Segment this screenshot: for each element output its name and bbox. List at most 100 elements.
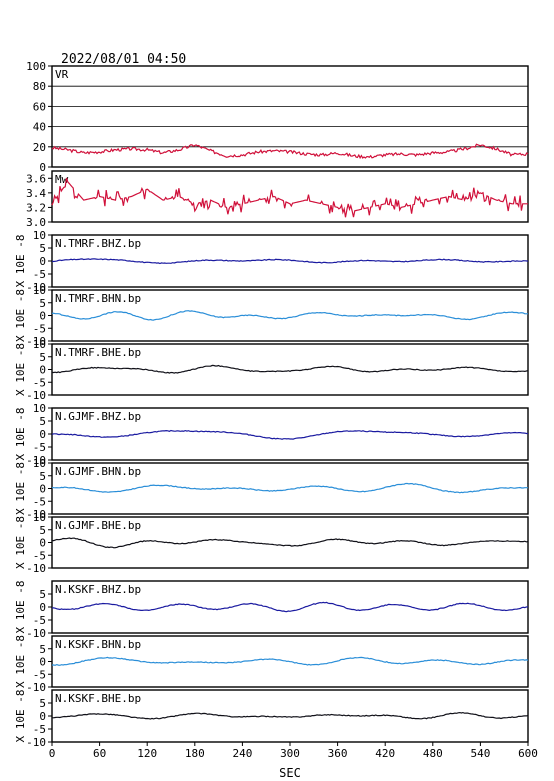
series-line [51,310,528,321]
panel-label: N.GJMF.BHE.bp [55,519,141,532]
y-tick-label: 0 [39,601,46,614]
x-tick-label: 600 [518,747,538,760]
y-tick-label: 10 [33,284,46,297]
y-tick-label: -10 [26,508,46,521]
y-tick-label: 0 [39,310,46,323]
series-line [51,177,528,218]
panel-1: 100 80 60 40 20 0 VR [26,60,529,174]
series-line [51,711,529,720]
x-tick-label: 120 [137,747,157,760]
y-tick-label: -5 [33,495,46,508]
panel-frame [51,170,529,223]
y-tick-label: 3.6 [26,172,46,185]
y-tick-label: -5 [33,322,46,335]
y-tick-label: 60 [33,100,46,113]
x-tick-label: 60 [93,747,106,760]
y-axis-label: X 10E -8 [14,690,27,743]
y-tick-label: -10 [26,454,46,467]
series-line [51,482,529,494]
series-line [52,656,529,666]
y-tick-label: -5 [33,268,46,281]
x-tick-label: 540 [470,747,490,760]
y-axis-label: X 10E -8 [14,462,27,515]
y-tick-label: 40 [33,121,46,134]
panel-11: 50-5-10 N.KSKF.BHE.bp X 10E -8 [14,689,529,749]
y-tick-label: 5 [39,415,46,428]
y-tick-label: -10 [26,389,46,402]
y-axis-label: X 10E -8 [14,408,27,461]
y-tick-label: 0 [39,483,46,496]
x-tick-label: 420 [375,747,395,760]
x-tick-label: 300 [280,747,300,760]
y-tick-label: 3.2 [26,201,46,214]
x-tick-label: 240 [232,747,252,760]
panel-label: N.KSKF.BHZ.bp [55,583,141,596]
series-line [51,143,529,160]
y-tick-label: 0 [39,656,46,669]
y-tick-label: 10 [33,338,46,351]
y-tick-label: 0 [39,537,46,550]
panel-label: N.GJMF.BHZ.bp [55,410,141,423]
x-tick-label: 0 [49,747,56,760]
y-tick-label: -10 [26,681,46,694]
y-tick-label: 5 [39,524,46,537]
series-line [51,258,529,265]
y-tick-label: 5 [39,470,46,483]
panel-label: N.KSKF.BHE.bp [55,692,141,705]
x-tick-label: 480 [423,747,443,760]
panel-label: N.TMRF.BHZ.bp [55,237,141,250]
y-tick-label: 0 [39,255,46,268]
y-tick-label: -5 [33,668,46,681]
x-tick-label: 180 [185,747,205,760]
y-tick-label: 100 [26,60,46,73]
y-tick-label: 5 [39,351,46,364]
y-tick-label: -5 [33,723,46,736]
y-tick-label: 3.0 [26,216,46,229]
panel-2: 3.63.43.23.0Mw [26,170,529,229]
y-axis-label: X 10E -8 [14,516,27,569]
timestamp: 2022/08/01 04:50 [61,52,186,67]
y-tick-label: -10 [26,627,46,640]
y-tick-label: -5 [33,376,46,389]
series-line [52,364,529,374]
panel-9: 50-5-10 N.KSKF.BHZ.bp X 10E -8 [14,580,529,640]
y-tick-label: 20 [33,141,46,154]
y-tick-label: -10 [26,281,46,294]
panel-label: N.GJMF.BHN.bp [55,465,141,478]
y-tick-label: 0 [39,364,46,377]
y-tick-label: -10 [26,562,46,575]
panel-10: 50-5-10 N.KSKF.BHN.bp X 10E -8 [14,635,529,694]
y-tick-label: 80 [33,80,46,93]
y-tick-label: -5 [33,441,46,454]
series-line [52,537,529,549]
y-tick-label: 0 [39,710,46,723]
panel-label: VR [55,68,69,81]
panel-label: N.TMRF.BHN.bp [55,292,141,305]
y-tick-label: 10 [33,229,46,242]
y-tick-label: 0 [39,161,46,174]
y-tick-label: -5 [33,614,46,627]
x-axis-label: SEC [279,766,301,780]
y-axis-label: X 10E -8 [14,635,27,688]
y-axis-label: X 10E -8 [14,343,27,396]
y-tick-label: 10 [33,511,46,524]
y-tick-label: -10 [26,736,46,749]
y-tick-label: 5 [39,588,46,601]
series-line [52,601,529,613]
y-axis-label: X 10E -8 [14,235,27,288]
y-tick-label: 5 [39,297,46,310]
x-tick-label: 360 [328,747,348,760]
y-tick-label: 10 [33,457,46,470]
y-tick-label: 3.4 [26,187,46,200]
series-line [51,429,528,440]
y-tick-label: 10 [33,402,46,415]
y-tick-label: 5 [39,643,46,656]
panel-frame [51,65,529,168]
y-tick-label: 5 [39,697,46,710]
